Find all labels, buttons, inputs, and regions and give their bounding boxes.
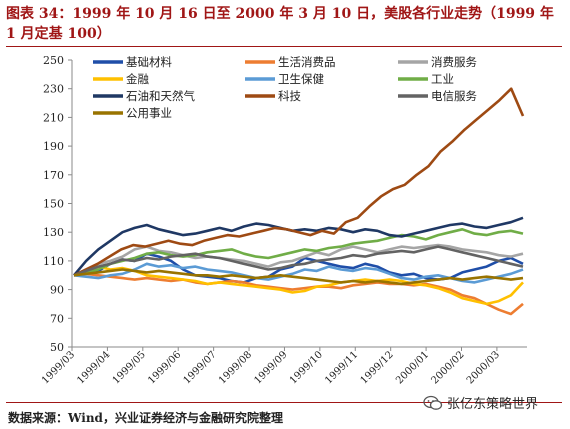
watermark: 张亿东策略世界: [423, 393, 538, 412]
series-line-5: [73, 228, 524, 277]
x-tick-label: 1999/03: [40, 349, 77, 386]
legend-label-1: 生活消费品: [278, 55, 336, 69]
source-note: 数据来源：Wind，兴业证券经济与金融研究院整理: [8, 411, 283, 425]
y-tick-label: 50: [50, 341, 64, 354]
watermark-text: 张亿东策略世界: [447, 397, 539, 412]
title-divider: [6, 46, 562, 47]
legend-label-0: 基础材料: [126, 55, 172, 69]
y-tick-label: 110: [43, 255, 64, 268]
wechat-icon: [423, 395, 443, 410]
x-tick-label: 2000/01: [394, 349, 431, 386]
source-divider: [6, 402, 562, 403]
legend-label-3: 金融: [126, 72, 149, 86]
figure-title-line1: 图表 34：1999 年 10 月 16 日至 2000 年 3 月 10 日，…: [6, 6, 554, 22]
y-tick-label: 90: [50, 284, 64, 297]
figure-title: 图表 34：1999 年 10 月 16 日至 2000 年 3 月 10 日，…: [6, 4, 564, 44]
series-line-9: [73, 268, 524, 286]
y-tick-label: 130: [43, 226, 64, 239]
y-tick-label: 70: [50, 312, 64, 325]
x-tick-label: 1999/12: [359, 349, 396, 386]
series-line-1: [73, 272, 524, 316]
y-tick-label: 230: [43, 83, 64, 96]
y-tick-label: 250: [43, 54, 64, 67]
x-tick-label: 1999/11: [323, 349, 360, 386]
y-tick-label: 170: [43, 169, 64, 182]
series-line-3: [73, 265, 524, 306]
x-tick-label: 1999/05: [111, 349, 148, 386]
series-line-8: [73, 245, 524, 277]
x-tick-label: 1999/08: [217, 349, 254, 386]
legend-label-9: 公用事业: [126, 106, 172, 120]
legend-label-5: 工业: [431, 72, 454, 86]
x-tick-label: 1999/09: [252, 349, 289, 386]
legend-label-4: 卫生保健: [278, 72, 324, 86]
series-line-7: [73, 87, 525, 277]
legend-label-8: 电信服务: [431, 89, 477, 103]
figure-title-line2: 1 月定基 100）: [6, 26, 111, 42]
legend-label-6: 石油和天然气: [126, 89, 195, 103]
series-line-2: [73, 243, 524, 277]
x-tick-label: 1999/04: [75, 349, 112, 386]
y-tick-label: 190: [43, 140, 64, 153]
y-tick-label: 150: [43, 198, 64, 211]
legend-label-7: 科技: [278, 89, 301, 103]
x-tick-label: 2000/02: [429, 349, 466, 386]
y-tick-label: 210: [43, 111, 64, 124]
x-tick-label: 2000/03: [465, 349, 502, 386]
x-tick-label: 1999/07: [182, 349, 219, 386]
legend-label-2: 消费服务: [431, 55, 477, 69]
series-line-6: [73, 216, 524, 277]
x-tick-label: 1999/10: [288, 349, 325, 386]
x-tick-label: 1999/06: [146, 349, 183, 386]
